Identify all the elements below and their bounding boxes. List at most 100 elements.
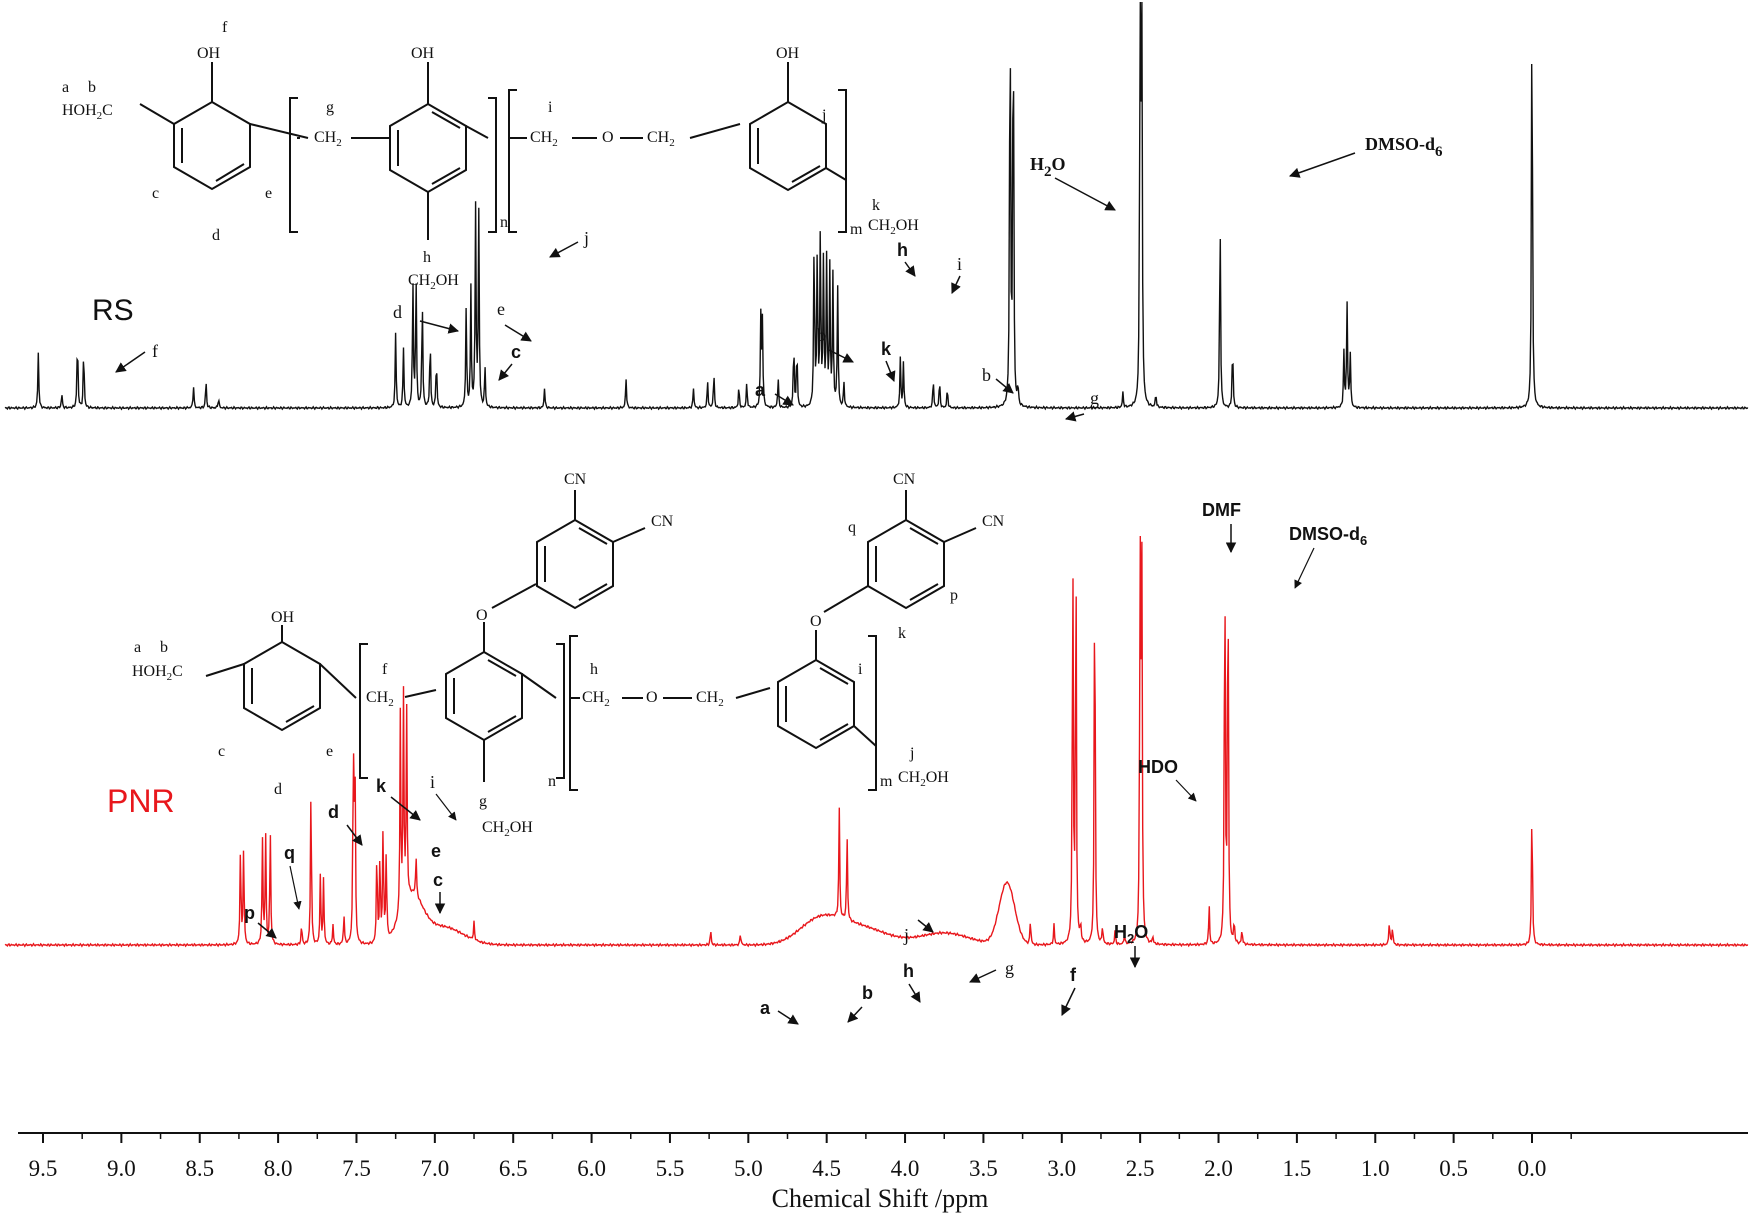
svg-text:c: c	[218, 743, 225, 760]
pnr-arrow-g	[969, 969, 997, 983]
svg-text:c: c	[152, 185, 159, 202]
pnr-series-label: PNR	[107, 783, 175, 819]
x-tick-label: 6.0	[577, 1156, 606, 1181]
svg-text:j: j	[821, 107, 826, 124]
x-tick-label: 2.0	[1204, 1156, 1233, 1181]
pnr-peak-label-j: j	[903, 925, 909, 945]
pnr-arrow-f	[1061, 987, 1076, 1016]
svg-text:O: O	[476, 607, 488, 624]
svg-text:OH: OH	[411, 45, 435, 62]
x-tick-label: 4.5	[812, 1156, 841, 1181]
pnr-peak-annotations: p q d k i e c a b h j g f H2O HDO DMF	[244, 500, 1367, 1025]
svg-text:q: q	[848, 519, 856, 536]
pnr-peak-label-d: d	[328, 802, 339, 822]
pnr-structure-labels: CN CN CN CN OH O O a b HOH2C c d e f CH2…	[132, 471, 1005, 839]
rs-series-label: RS	[92, 294, 134, 327]
spectra-layer	[4, 1, 1749, 948]
svg-text:CN: CN	[651, 513, 674, 530]
pnr-peak-label-c: c	[433, 870, 443, 890]
svg-text:OH: OH	[271, 609, 295, 626]
x-tick-label: 1.0	[1361, 1156, 1390, 1181]
rs-arrow-d	[419, 320, 460, 334]
x-tick-label: 3.0	[1047, 1156, 1076, 1181]
svg-text:CH2: CH2	[314, 129, 342, 149]
rs-arrow-b2	[995, 378, 1014, 394]
rs-chemical-structure	[139, 62, 847, 240]
pnr-peak-label-p: p	[244, 903, 255, 923]
rs-arrow-c	[498, 363, 513, 381]
svg-text:j: j	[909, 745, 914, 762]
rs-arrow-g	[1064, 411, 1085, 422]
pnr-peak-label-h: h	[903, 961, 914, 981]
rs-label-h2o: H2O	[1030, 154, 1066, 180]
pnr-arrow-dmso	[1294, 547, 1315, 589]
svg-text:CN: CN	[893, 471, 916, 488]
svg-text:g: g	[479, 793, 487, 810]
rs-peak-label-g: g	[1090, 388, 1099, 408]
svg-text:b: b	[88, 79, 96, 96]
rs-peak-annotations: f d e c j a b k h i b g H2O DMSO-d6	[115, 134, 1443, 422]
pnr-label-dmf: DMF	[1202, 500, 1241, 520]
rs-peak-label-h: h	[897, 240, 908, 260]
svg-text:OH: OH	[776, 45, 800, 62]
x-tick-label: 9.5	[29, 1156, 58, 1181]
svg-text:O: O	[602, 129, 614, 146]
rs-peak-label-e: e	[497, 299, 505, 319]
svg-text:CH2: CH2	[647, 129, 675, 149]
pnr-peak-label-e: e	[431, 841, 441, 861]
svg-text:n: n	[548, 773, 556, 790]
pnr-arrow-j	[917, 919, 934, 933]
rs-peak-label-c: c	[511, 342, 521, 362]
x-axis-title: Chemical Shift /ppm	[772, 1184, 989, 1213]
svg-text:O: O	[810, 613, 822, 630]
svg-text:e: e	[326, 743, 333, 760]
rs-peak-label-j: j	[583, 228, 589, 248]
svg-text:OH: OH	[197, 45, 221, 62]
rs-arrow-a	[774, 393, 794, 406]
x-tick-label: 7.0	[420, 1156, 449, 1181]
pnr-label-dmso: DMSO-d6	[1289, 524, 1367, 548]
pnr-peak-label-b: b	[862, 983, 873, 1003]
x-tick-label: 8.5	[185, 1156, 214, 1181]
svg-text:CH2: CH2	[530, 129, 558, 149]
svg-text:HOH2C: HOH2C	[132, 663, 183, 683]
x-axis: 9.5 9.0 8.5 8.0 7.5 7.0 6.5 6.0 5.5 5.0 4.5 4.0 3.5 3…	[18, 1132, 1748, 1213]
rs-arrow-j	[549, 241, 579, 258]
rs-arrow-h2o	[1054, 177, 1116, 211]
svg-text:d: d	[212, 227, 220, 244]
rs-arrow-dmso	[1289, 152, 1356, 178]
pnr-peak-label-g: g	[1005, 958, 1014, 978]
rs-peak-label-d: d	[393, 302, 402, 322]
x-tick-label: 4.0	[891, 1156, 920, 1181]
rs-peak-label-a: a	[755, 380, 766, 400]
x-tick-label: 7.5	[342, 1156, 371, 1181]
rs-arrow-e	[504, 324, 532, 342]
svg-text:g: g	[326, 99, 334, 116]
pnr-peak-label-k: k	[376, 776, 387, 796]
pnr-spectrum-line	[4, 535, 1749, 948]
svg-text:i: i	[548, 99, 553, 116]
rs-peak-label-f: f	[152, 341, 158, 361]
pnr-peak-label-q: q	[284, 843, 295, 863]
svg-text:CH2: CH2	[582, 689, 610, 709]
x-tick-label: 5.5	[656, 1156, 685, 1181]
svg-text:m: m	[850, 221, 863, 238]
svg-text:d: d	[274, 781, 282, 798]
x-tick-label: 0.5	[1439, 1156, 1468, 1181]
svg-text:CN: CN	[564, 471, 587, 488]
rs-arrow-b1	[828, 349, 854, 363]
svg-text:CH2OH: CH2OH	[868, 217, 919, 237]
pnr-arrow-b	[847, 1006, 863, 1023]
svg-text:HOH2C: HOH2C	[62, 102, 113, 122]
pnr-label-hdo: HDO	[1138, 757, 1178, 777]
pnr-arrow-k	[390, 796, 421, 821]
pnr-arrow-q	[289, 865, 302, 910]
svg-text:f: f	[222, 19, 228, 36]
pnr-arrow-hdo	[1175, 779, 1197, 802]
svg-text:a: a	[134, 639, 141, 656]
svg-text:i: i	[858, 661, 863, 678]
svg-text:CH2OH: CH2OH	[482, 819, 533, 839]
svg-text:h: h	[423, 249, 431, 266]
pnr-arrow-p	[257, 922, 277, 939]
svg-text:k: k	[898, 625, 906, 642]
